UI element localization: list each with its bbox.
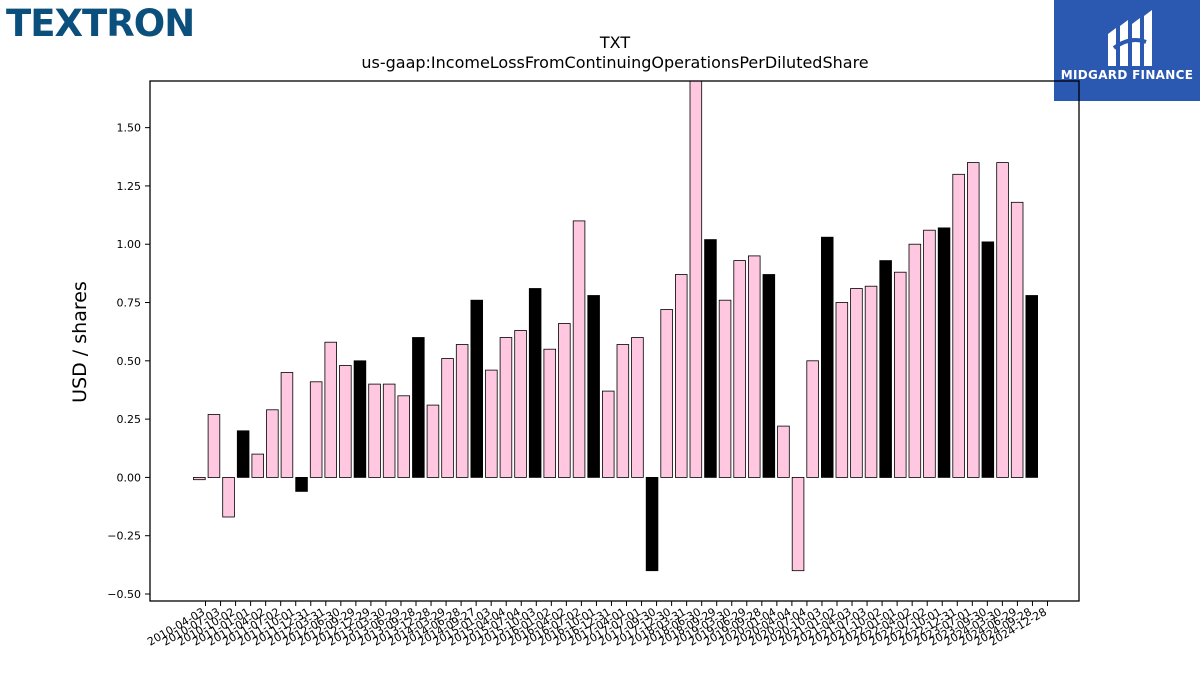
bar bbox=[791, 476, 805, 572]
chart-title: TXT bbox=[599, 33, 630, 52]
bar bbox=[236, 430, 250, 478]
bar bbox=[499, 337, 513, 478]
bar bbox=[222, 476, 235, 518]
bar bbox=[485, 369, 498, 478]
bar bbox=[967, 162, 980, 478]
bar bbox=[295, 476, 308, 492]
y-tick-label: 0.25 bbox=[117, 413, 142, 426]
y-axis: 1.50 1.25 1.00 0.75 0.50 0.25 0.00 −0.25 −0.50 bbox=[107, 122, 150, 601]
bar bbox=[908, 243, 922, 478]
bar bbox=[339, 365, 352, 478]
bar bbox=[514, 330, 527, 478]
bar bbox=[777, 425, 790, 478]
bar bbox=[1010, 201, 1024, 478]
bar bbox=[412, 337, 425, 478]
bar bbox=[397, 395, 410, 478]
y-tick-label: 0.75 bbox=[117, 297, 142, 310]
bar bbox=[587, 295, 600, 478]
x-axis: 2010-04-032010-07-032010-10-022011-01-01… bbox=[145, 601, 1049, 649]
bar bbox=[850, 288, 863, 478]
textron-logo: TEXTRON bbox=[6, 2, 195, 45]
y-tick-label: 0.00 bbox=[117, 471, 142, 484]
bar bbox=[543, 348, 557, 478]
bar bbox=[572, 220, 586, 478]
bar bbox=[368, 383, 381, 478]
bar bbox=[616, 344, 630, 478]
bar bbox=[689, 80, 703, 478]
bar bbox=[835, 302, 849, 478]
bar bbox=[441, 358, 454, 478]
y-tick-label: 1.25 bbox=[117, 180, 142, 193]
bar bbox=[558, 323, 571, 478]
bar bbox=[937, 227, 951, 478]
bar bbox=[864, 285, 878, 478]
bar bbox=[193, 476, 206, 481]
bar bbox=[528, 288, 542, 478]
y-tick-label: 1.00 bbox=[117, 238, 142, 251]
bar bbox=[382, 383, 396, 478]
bar bbox=[718, 299, 732, 478]
bar bbox=[266, 409, 279, 478]
bar bbox=[280, 372, 294, 478]
bar bbox=[821, 236, 834, 478]
bar bbox=[660, 309, 673, 478]
midgard-logo-text: MIDGARD FINANCE bbox=[1060, 68, 1194, 82]
bar bbox=[631, 337, 644, 478]
y-axis-label: USD / shares bbox=[69, 281, 91, 403]
y-tick-label: 0.50 bbox=[117, 355, 142, 368]
bar bbox=[894, 271, 907, 478]
bar bbox=[806, 360, 819, 478]
bar bbox=[704, 239, 717, 478]
bar bbox=[251, 453, 264, 478]
bar bbox=[455, 344, 469, 478]
bar bbox=[923, 229, 936, 478]
bar bbox=[981, 241, 995, 478]
bar bbox=[748, 255, 761, 478]
bar bbox=[470, 299, 483, 478]
bar bbox=[602, 390, 615, 478]
bar bbox=[426, 404, 440, 478]
bar bbox=[1025, 295, 1039, 478]
chart-subtitle: us-gaap:IncomeLossFromContinuingOperatio… bbox=[361, 53, 868, 72]
bar bbox=[675, 274, 688, 478]
y-tick-label: −0.25 bbox=[107, 530, 141, 543]
bar bbox=[645, 476, 659, 572]
plot-frame bbox=[149, 80, 1080, 602]
midgard-finance-logo: MIDGARD FINANCE bbox=[1054, 0, 1200, 101]
bar bbox=[733, 260, 746, 478]
midgard-logo-mark-icon bbox=[1108, 10, 1152, 66]
bar bbox=[353, 360, 367, 478]
y-tick-label: −0.50 bbox=[107, 588, 141, 601]
bar bbox=[762, 274, 776, 478]
y-tick-label: 1.50 bbox=[117, 122, 142, 135]
bars-group bbox=[193, 80, 1039, 572]
bar bbox=[952, 173, 965, 478]
bar bbox=[324, 341, 337, 478]
bar bbox=[309, 381, 323, 478]
bar bbox=[996, 162, 1009, 478]
bar bbox=[207, 414, 221, 478]
bar bbox=[879, 260, 892, 478]
